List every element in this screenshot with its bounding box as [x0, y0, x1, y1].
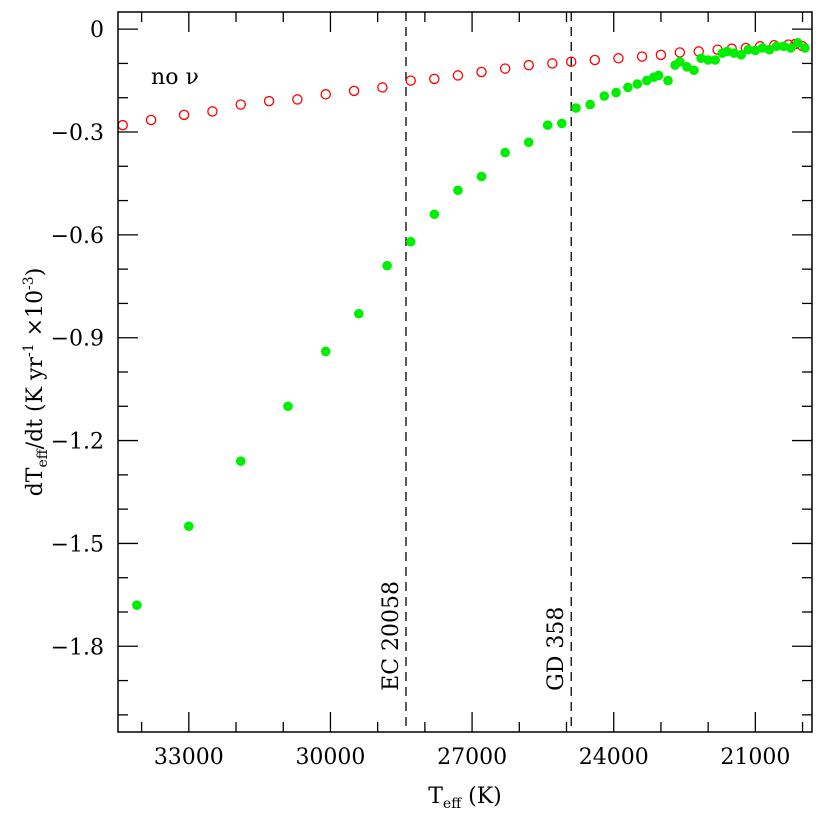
- y-label-mid2: ×10: [23, 290, 48, 343]
- y-tick-label: −1.8: [51, 635, 104, 660]
- data-point: [653, 70, 664, 81]
- data-point: [405, 236, 416, 247]
- y-label-main: dT: [23, 467, 48, 496]
- annotation-no-nu: no ν: [151, 65, 199, 90]
- series-with-nu: [132, 38, 810, 610]
- data-point: [263, 95, 275, 107]
- x-axis-label: Teff (K): [428, 784, 502, 812]
- data-point: [377, 82, 388, 93]
- data-point: [547, 58, 558, 69]
- data-point: [499, 63, 511, 74]
- x-tick-label: 24000: [579, 745, 649, 770]
- x-label-rest: (K): [461, 784, 502, 809]
- data-point: [565, 56, 577, 67]
- data-points: [117, 38, 810, 610]
- data-point: [556, 118, 567, 129]
- annotation-gd358: GD 358: [544, 607, 569, 691]
- data-point: [184, 521, 194, 532]
- series-no-nu: [117, 38, 808, 131]
- data-point: [235, 99, 246, 110]
- data-point: [178, 109, 190, 121]
- data-point: [320, 346, 331, 357]
- data-point: [800, 43, 810, 53]
- x-label-main: T: [428, 784, 443, 809]
- data-point: [429, 73, 440, 85]
- data-point: [589, 54, 601, 66]
- data-point: [132, 600, 142, 610]
- data-point: [689, 65, 699, 76]
- data-point: [453, 185, 463, 196]
- y-label-sub: eff: [35, 448, 51, 467]
- x-tick-label: 33000: [154, 745, 224, 770]
- data-point: [500, 147, 510, 158]
- x-tick-label: 30000: [295, 745, 365, 770]
- data-point: [585, 99, 595, 110]
- axis-ticks: [118, 12, 812, 732]
- y-label-sup1: -1: [21, 343, 37, 357]
- data-point: [348, 85, 360, 97]
- data-point: [674, 47, 686, 58]
- data-point: [292, 94, 303, 105]
- y-tick-label: 0: [90, 18, 104, 43]
- x-tick-label: 21000: [720, 745, 790, 770]
- data-point: [476, 66, 487, 78]
- data-point: [382, 260, 392, 271]
- data-point: [771, 41, 782, 52]
- y-tick-label: −0.9: [51, 327, 104, 352]
- data-point: [523, 59, 534, 71]
- data-point: [611, 87, 621, 98]
- data-point: [636, 51, 648, 62]
- vertical-lines: [405, 12, 572, 732]
- data-point: [743, 44, 754, 55]
- data-point: [405, 75, 416, 86]
- data-point: [632, 79, 643, 89]
- data-point: [655, 49, 667, 61]
- data-point: [452, 70, 464, 81]
- data-point: [736, 50, 746, 60]
- data-point: [235, 456, 246, 466]
- data-point: [117, 119, 128, 131]
- data-point: [613, 53, 624, 64]
- annotations: no ν EC 20058 GD 358: [151, 65, 569, 691]
- data-point: [599, 91, 610, 101]
- data-point: [207, 106, 218, 117]
- y-label-sup2: -3: [21, 276, 37, 290]
- data-point: [523, 137, 534, 148]
- data-point: [429, 209, 440, 220]
- tick-labels: 33000 30000 27000 24000 21000 0 −0.3 −0.6 −0.9 −1…: [51, 18, 791, 770]
- annotation-ec20058: EC 20058: [379, 581, 404, 691]
- y-axis-label: dTeff/dt (K yr-1 ×10-3): [21, 268, 51, 497]
- data-point: [793, 38, 803, 48]
- data-point: [571, 103, 581, 113]
- x-label-sub: eff: [443, 796, 462, 812]
- data-point: [663, 75, 673, 86]
- data-point: [785, 43, 796, 53]
- data-point: [476, 171, 487, 182]
- data-point: [542, 120, 553, 130]
- y-tick-label: −1.2: [51, 430, 104, 455]
- data-point: [320, 89, 331, 100]
- y-label-end: ): [23, 268, 48, 277]
- y-label-mid: /dt (K yr: [23, 357, 48, 450]
- data-point: [623, 82, 633, 93]
- y-tick-label: −0.3: [51, 121, 104, 146]
- y-tick-label: −0.6: [51, 224, 104, 249]
- data-point: [145, 114, 157, 126]
- plot-frame: [117, 11, 813, 733]
- data-point: [283, 401, 293, 412]
- y-tick-label: −1.5: [51, 532, 104, 557]
- data-point: [710, 55, 721, 65]
- data-point: [703, 55, 713, 65]
- x-tick-label: 27000: [437, 745, 507, 770]
- data-point: [353, 308, 364, 319]
- data-point: [675, 56, 685, 67]
